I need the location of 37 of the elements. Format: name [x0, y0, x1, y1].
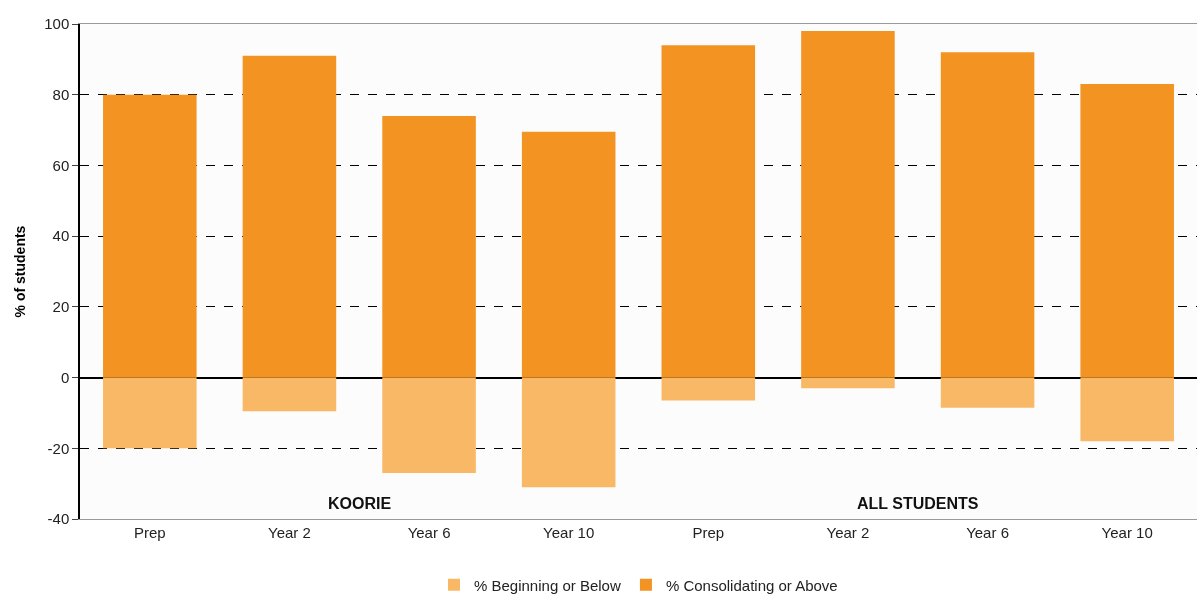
bar [801, 31, 895, 378]
legend-label: % Consolidating or Above [665, 576, 838, 594]
y-tick-label: 0 [60, 368, 70, 386]
x-tick-label: Year 2 [268, 524, 311, 541]
y-tick-label: 60 [52, 156, 70, 174]
legend-label: % Beginning or Below [474, 576, 621, 594]
bar [801, 377, 895, 389]
y-tick-label: 40 [52, 227, 70, 245]
x-tick-label: Prep [692, 524, 725, 541]
bar [1080, 377, 1174, 442]
bar [103, 377, 197, 449]
bar [1080, 84, 1174, 378]
y-axis-title: % of students [12, 225, 29, 318]
bar [382, 115, 476, 378]
x-tick-label: Prep [133, 524, 166, 541]
y-tick-label: -20 [47, 439, 70, 457]
bar [103, 94, 197, 378]
bar [940, 377, 1035, 408]
bar [940, 52, 1035, 378]
y-tick-label: 80 [52, 85, 70, 103]
bar [661, 377, 756, 401]
annotation: ALL STUDENTS [857, 495, 979, 512]
x-tick-label: Year 2 [826, 524, 870, 541]
y-tick-label: 100 [44, 15, 70, 33]
x-tick-label: Year 6 [407, 524, 451, 541]
bar [242, 55, 337, 378]
y-tick-label: 20 [52, 298, 70, 316]
bar [521, 377, 616, 488]
bar [521, 131, 616, 378]
x-tick-label: Year 10 [543, 524, 595, 541]
bar [242, 377, 337, 412]
bar [382, 377, 476, 474]
annotation: KOORIE [328, 495, 392, 512]
x-tick-label: Year 10 [1101, 524, 1153, 541]
y-tick-label: -40 [47, 510, 70, 528]
x-tick-label: Year 6 [966, 524, 1009, 541]
bar [661, 45, 756, 378]
